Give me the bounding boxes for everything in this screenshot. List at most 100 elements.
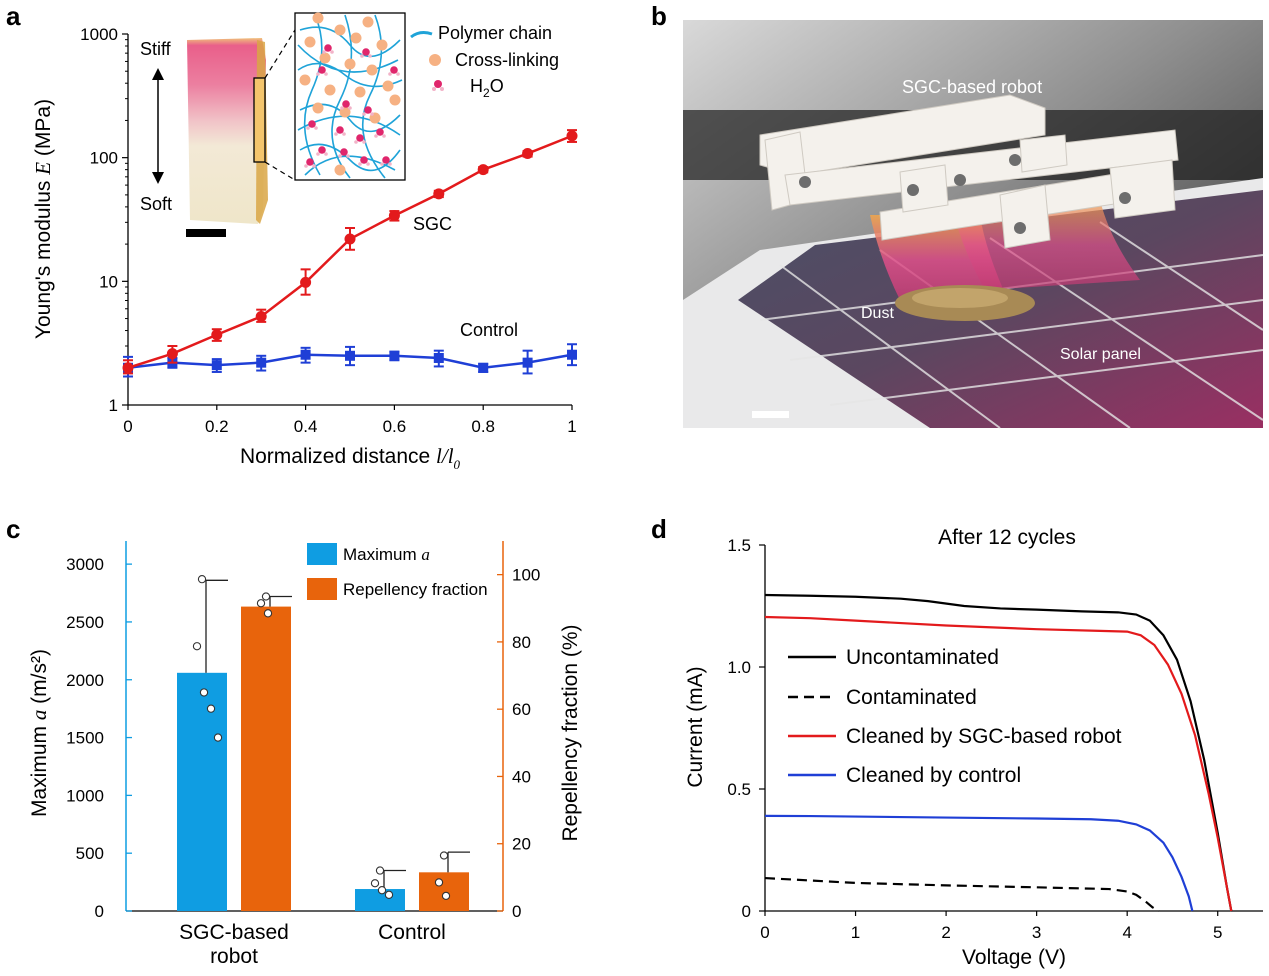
panel-a-plot-area — [122, 129, 578, 378]
panel-c-legend: Maximum a Repellency fraction — [307, 543, 488, 600]
cross-link-node — [366, 64, 378, 76]
category-label: SGC-based — [179, 921, 289, 944]
panel-label-c: c — [6, 514, 20, 544]
panel-d: d After 12 cycles 0 0.5 1.0 1.5 0 1 2 3 4 5 Curre… — [651, 514, 1263, 969]
water-molecule — [390, 66, 398, 74]
cross-link-node — [324, 84, 336, 96]
panel-a-axes — [127, 34, 572, 406]
data-point — [433, 188, 445, 200]
panel-label-b: b — [651, 1, 667, 31]
curve-cleaned-by-control — [764, 814, 1194, 912]
cross-link-node — [362, 16, 374, 28]
legend-polymer-chain: Polymer chain — [438, 23, 552, 43]
y-tick-label: 0.5 — [727, 780, 751, 799]
y-tick-label: 1.5 — [727, 536, 751, 555]
panel-d-title: After 12 cycles — [938, 526, 1076, 549]
control-series-label: Control — [460, 320, 518, 340]
bar-repellency — [419, 872, 469, 911]
polymer-chain — [331, 14, 353, 179]
panel-a: a 1 10 100 1000 0 0.2 0.4 0.6 0.8 1 Young's modu… — [6, 1, 578, 472]
x-tick-label: 1 — [567, 417, 576, 436]
right-tick-label: 80 — [512, 633, 531, 652]
data-point — [344, 233, 356, 245]
water-molecule — [336, 126, 344, 134]
water-hydrogen — [316, 152, 320, 156]
data-point — [166, 348, 178, 360]
data-point — [522, 148, 534, 160]
data-point — [345, 350, 355, 361]
water-molecule — [318, 146, 326, 154]
data-point — [478, 362, 489, 373]
cross-link-node — [376, 39, 388, 51]
photo-scale-bar — [752, 411, 789, 418]
panel-c-ticks: 0 500 1000 1500 2000 2500 3000 0 20 40 60 80 100 — [66, 555, 540, 921]
water-hydrogen — [346, 154, 350, 158]
left-tick-label: 3000 — [66, 555, 104, 574]
sgc-series-label: SGC — [413, 214, 452, 234]
water-hydrogen — [324, 72, 328, 76]
individual-point — [370, 879, 380, 888]
individual-point — [263, 609, 273, 618]
data-point — [566, 130, 578, 142]
x-tick-label: 0.8 — [471, 417, 495, 436]
screw-heads — [799, 154, 1131, 234]
cross-link-icon — [429, 54, 441, 66]
water-hydrogen — [334, 132, 338, 136]
robot-label: SGC-based robot — [902, 77, 1042, 97]
water-hydrogen — [330, 50, 334, 54]
scale-bar — [186, 229, 226, 237]
individual-point — [439, 851, 449, 860]
cross-link-node — [299, 74, 311, 86]
water-hydrogen — [388, 72, 392, 76]
x-tick-label: 0 — [760, 923, 769, 942]
left-tick-label: 2500 — [66, 613, 104, 632]
panel-a-y-axis-label: Young's modulus E (MPa) — [31, 99, 55, 339]
individual-point — [375, 866, 385, 875]
polymer-network-schematic — [297, 12, 403, 179]
polymer-chain — [299, 143, 401, 172]
legend-label: Contaminated — [846, 686, 977, 709]
dust-label: Dust — [861, 305, 894, 322]
individual-point — [206, 704, 216, 713]
water-hydrogen — [358, 162, 362, 166]
individual-point — [197, 575, 207, 584]
water-molecule — [356, 134, 364, 142]
water-molecule — [382, 156, 390, 164]
water-hydrogen — [314, 126, 318, 130]
water-molecule — [324, 44, 332, 52]
data-point — [300, 349, 311, 360]
left-tick-label: 1000 — [66, 786, 104, 805]
polymer-chain — [303, 14, 323, 176]
cross-link-node — [389, 94, 401, 106]
panel-c: c 0 500 1000 1500 2000 2500 3000 0 20 40 60 80 100 M… — [6, 514, 582, 968]
legend-repellency: Repellency fraction — [343, 580, 488, 599]
water-hydrogen — [312, 164, 316, 168]
water-molecule — [364, 106, 372, 114]
left-tick-label: 1500 — [66, 729, 104, 748]
water-hydrogen — [322, 50, 326, 54]
water-hydrogen — [380, 162, 384, 166]
individual-point — [261, 592, 271, 601]
water-hydrogen — [306, 126, 310, 130]
water-hydrogen — [388, 162, 392, 166]
x-tick-label: 3 — [1032, 923, 1041, 942]
right-tick-label: 100 — [512, 566, 540, 585]
curve-cleaned-by-sgc-based-robot — [764, 615, 1233, 912]
water-hydrogen — [366, 162, 370, 166]
water-hydrogen — [396, 72, 400, 76]
panel-c-left-axis-label: Maximum a (m/s²) — [27, 649, 51, 817]
panel-d-y-axis-label: Current (mA) — [684, 666, 707, 787]
panel-d-ticks: 0 0.5 1.0 1.5 0 1 2 3 4 5 — [727, 536, 1222, 942]
x-tick-label: 1 — [851, 923, 860, 942]
panel-d-x-axis-label: Voltage (V) — [962, 946, 1066, 969]
series-control — [123, 343, 577, 378]
panel-d-legend: Uncontaminated Contaminated Cleaned by SGC… — [788, 646, 1122, 787]
left-tick-label: 2000 — [66, 671, 104, 690]
data-point — [211, 329, 223, 341]
water-molecule-icon — [434, 80, 442, 88]
polymer-chain — [299, 26, 401, 58]
left-tick-label: 500 — [76, 844, 104, 863]
water-hydrogen — [304, 164, 308, 168]
cross-link-node — [334, 24, 346, 36]
